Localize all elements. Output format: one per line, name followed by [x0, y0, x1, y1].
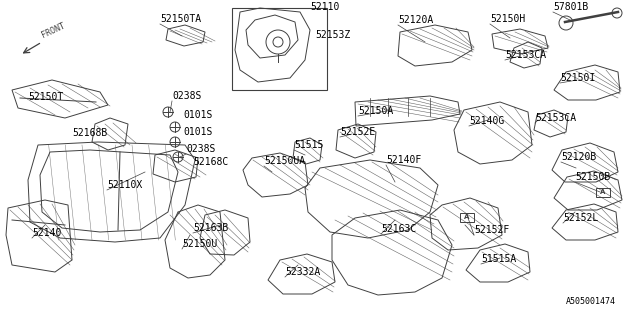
- Text: 52120B: 52120B: [561, 152, 596, 162]
- Text: 52152F: 52152F: [474, 225, 509, 235]
- Text: 52150H: 52150H: [490, 14, 525, 24]
- Text: 52150A: 52150A: [358, 106, 393, 116]
- Text: 52150I: 52150I: [560, 73, 595, 83]
- Text: 52152E: 52152E: [340, 127, 375, 137]
- Text: 0238S: 0238S: [186, 144, 216, 154]
- Bar: [596, 188, 610, 196]
- Text: 52163B: 52163B: [193, 223, 228, 233]
- Text: 0101S: 0101S: [183, 110, 212, 120]
- Text: 52150UA: 52150UA: [264, 156, 305, 166]
- Text: 52110: 52110: [310, 2, 339, 12]
- Text: FRONT: FRONT: [40, 21, 67, 40]
- Text: 52152L: 52152L: [563, 213, 598, 223]
- Text: 51515: 51515: [294, 140, 323, 150]
- Text: 52150T: 52150T: [28, 92, 63, 102]
- Text: 52150B: 52150B: [575, 172, 611, 182]
- Text: 52140: 52140: [32, 228, 61, 238]
- Text: 52163C: 52163C: [381, 224, 416, 234]
- Text: 52150TA: 52150TA: [160, 14, 201, 24]
- Text: 52168C: 52168C: [193, 157, 228, 167]
- Bar: [460, 212, 474, 221]
- Text: 51515A: 51515A: [481, 254, 516, 264]
- Text: 0238S: 0238S: [172, 91, 202, 101]
- Text: 52140G: 52140G: [469, 116, 504, 126]
- Text: 57801B: 57801B: [553, 2, 588, 12]
- Text: 52332A: 52332A: [285, 267, 320, 277]
- Text: 52120A: 52120A: [398, 15, 433, 25]
- Text: 52153Z: 52153Z: [315, 30, 350, 40]
- Text: 52168B: 52168B: [72, 128, 108, 138]
- Text: 52140F: 52140F: [386, 155, 421, 165]
- Text: 52153CA: 52153CA: [505, 50, 546, 60]
- Bar: [232, 8, 327, 90]
- Text: 52153CA: 52153CA: [535, 113, 576, 123]
- Text: 52110X: 52110X: [107, 180, 142, 190]
- Text: 0101S: 0101S: [183, 127, 212, 137]
- Text: A: A: [464, 214, 470, 220]
- Text: 52150U: 52150U: [182, 239, 217, 249]
- Text: A: A: [600, 189, 605, 195]
- Text: A505001474: A505001474: [566, 297, 616, 306]
